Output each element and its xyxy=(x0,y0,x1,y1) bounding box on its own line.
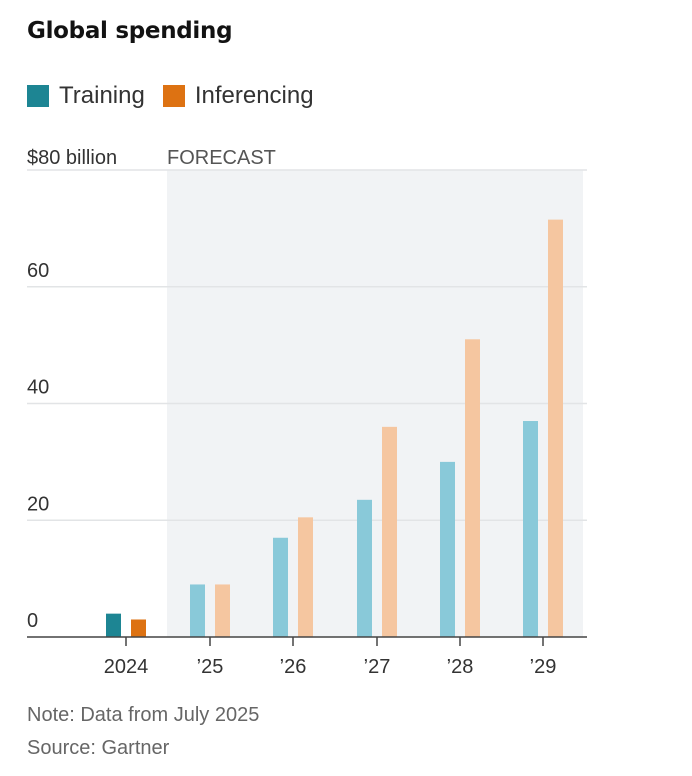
legend-label-inferencing: Inferencing xyxy=(194,82,314,109)
bar-inferencing-5 xyxy=(548,219,563,637)
y-tick-label-0: 0 xyxy=(27,610,38,632)
bar-inferencing-0 xyxy=(131,619,146,637)
bar-training-1 xyxy=(190,584,205,637)
bar-inferencing-3 xyxy=(382,426,397,637)
legend-swatch-inferencing xyxy=(162,85,185,107)
legend-swatch-training xyxy=(27,85,49,107)
bar-training-0 xyxy=(106,613,121,637)
y-tick-label-60: 60 xyxy=(27,260,49,282)
x-tick-label-0: 2024 xyxy=(104,656,149,678)
x-tick-label-3: ’27 xyxy=(364,656,391,678)
legend-label-training: Training xyxy=(59,82,145,109)
legend-item-inferencing: Inferencing xyxy=(162,82,314,110)
x-tick-label-4: ’28 xyxy=(447,656,474,678)
y-tick-label-40: 40 xyxy=(27,377,49,399)
x-tick-label-1: ’25 xyxy=(197,656,224,678)
bar-training-4 xyxy=(440,461,455,637)
x-tick-label-2: ’26 xyxy=(280,656,307,678)
legend-item-training: Training xyxy=(27,82,145,110)
legend: Training Inferencing xyxy=(27,82,332,110)
bar-training-2 xyxy=(273,537,288,637)
y-tick-label-20: 20 xyxy=(27,493,49,515)
y-tick-label-80: $80 billion xyxy=(27,147,117,169)
source-text: Source: Gartner xyxy=(27,737,170,759)
chart-title: Global spending xyxy=(27,18,233,44)
forecast-label: FORECAST xyxy=(167,147,276,169)
bars xyxy=(106,219,563,637)
bar-training-3 xyxy=(357,499,372,637)
note-text: Note: Data from July 2025 xyxy=(27,704,260,726)
x-tick-label-5: ’29 xyxy=(530,656,557,678)
bar-inferencing-2 xyxy=(298,517,313,637)
y-axis-ticks: 0 20 40 60 $80 billion xyxy=(27,147,117,632)
bar-inferencing-4 xyxy=(465,339,480,637)
bar-chart: FORECAST 0 20 40 60 $80 billion 2024 ’25 ’26 ’2… xyxy=(27,147,587,678)
x-axis-ticks: 2024 ’25 ’26 ’27 ’28 ’29 xyxy=(104,637,557,678)
bar-inferencing-1 xyxy=(215,584,230,637)
bar-training-5 xyxy=(523,421,538,637)
